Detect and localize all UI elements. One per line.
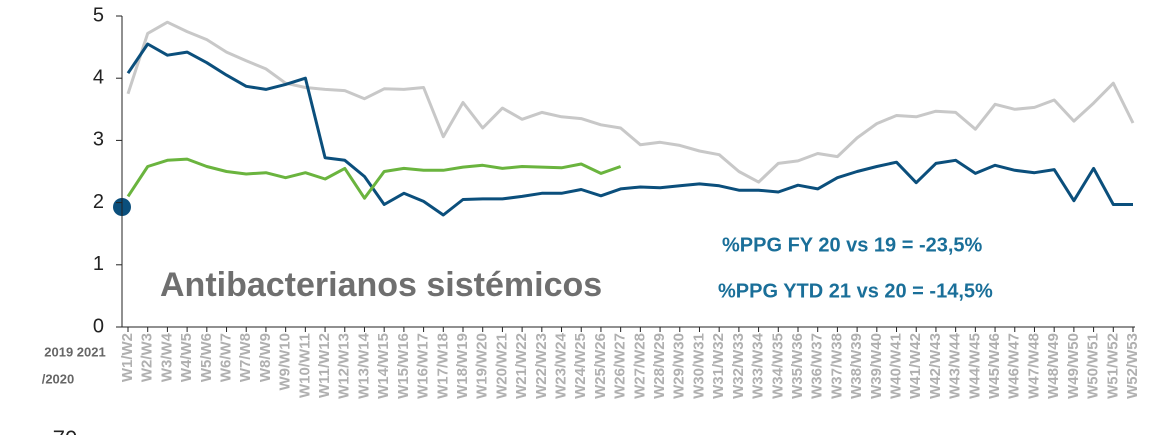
x-tick-label: W26/W27 <box>612 333 629 399</box>
x-tick-label: W29/W30 <box>671 333 688 399</box>
chart-title: Antibacterianos sistémicos <box>160 266 602 304</box>
line-series <box>126 42 1133 217</box>
x-tick-label: W31/W32 <box>710 333 727 399</box>
x-tick-label: W22/W23 <box>533 333 550 399</box>
x-tick-label: W2/W3 <box>139 333 156 382</box>
x-tick-label: W50/W51 <box>1085 333 1102 399</box>
x-tick-label: W44/W45 <box>966 333 983 399</box>
x-tick-label: W41/W42 <box>907 333 924 399</box>
x-tick-label: W42/W43 <box>927 333 944 399</box>
x-tick-label: W36/W37 <box>809 333 826 399</box>
x-tick-label: W13/W14 <box>355 332 372 399</box>
x-tick-label: W16/W17 <box>415 333 432 399</box>
x-tick-label: W33/W34 <box>750 332 767 399</box>
annotation: 70 <box>53 426 77 435</box>
x-tick-label: W7/W8 <box>237 333 254 382</box>
x-tick-label: W30/W31 <box>690 333 707 399</box>
x-tick-label: W37/W38 <box>828 333 845 399</box>
x-tick-label: W40/W41 <box>887 333 904 399</box>
x-tick-label: W12/W13 <box>336 333 353 399</box>
x-tick-label: W38/W39 <box>848 333 865 399</box>
x-tick-label: W14/W15 <box>375 333 392 399</box>
x-tick-label: W20/W21 <box>493 333 510 399</box>
x-tick-label: W24/W25 <box>572 333 589 399</box>
annotation: %PPG FY 20 vs 19 = -23,5% <box>722 234 983 256</box>
y-tick-label: 4 <box>93 66 104 88</box>
x-tick-label: W17/W18 <box>434 333 451 399</box>
x-tick-label: W51/W52 <box>1104 333 1121 399</box>
x-tick-label: W6/W7 <box>217 333 234 382</box>
y-tick-label: 2 <box>93 191 104 213</box>
x-tick-label: W9/W10 <box>277 333 294 391</box>
annotation: %PPG YTD 21 vs 20 = -14,5% <box>718 280 993 302</box>
annotation: /2020 <box>42 371 75 386</box>
x-tick-label: W28/W29 <box>651 333 668 399</box>
x-tick-label: W21/W22 <box>513 333 530 399</box>
x-tick-label: W23/W24 <box>552 332 569 399</box>
x-tick-label: W32/W33 <box>730 333 747 399</box>
y-tick-label: 1 <box>93 253 104 275</box>
x-tick-label: W15/W16 <box>395 333 412 399</box>
x-tick-label: W5/W6 <box>198 333 215 382</box>
x-tick-label: W4/W5 <box>178 333 195 382</box>
x-tick-label: W11/W12 <box>316 333 333 398</box>
x-tick-label: W45/W46 <box>986 333 1003 399</box>
annotation: 2019 2021 <box>44 344 105 359</box>
x-tick-label: W25/W26 <box>592 333 609 399</box>
x-tick-label: W34/W35 <box>769 333 786 399</box>
x-tick-label: W1/W2 <box>119 333 136 382</box>
x-tick-label: W8/W9 <box>257 333 274 382</box>
x-tick-label: W19/W20 <box>474 333 491 399</box>
x-tick-label: W43/W44 <box>947 332 964 399</box>
x-tick-label: W35/W36 <box>789 333 806 399</box>
x-tick-label: W52/W53 <box>1124 333 1141 399</box>
line-series <box>126 20 1135 184</box>
x-tick-label: W49/W50 <box>1065 333 1082 399</box>
x-tick-label: W46/W47 <box>1006 333 1023 399</box>
y-tick-label: 3 <box>93 129 104 151</box>
y-tick-label: 0 <box>93 315 104 337</box>
y-tick-label: 5 <box>93 4 104 26</box>
x-tick-label: W39/W40 <box>868 333 885 399</box>
x-tick-label: W10/W11 <box>296 333 313 398</box>
x-tick-label: W47/W48 <box>1025 333 1042 399</box>
x-tick-label: W27/W28 <box>631 333 648 399</box>
x-tick-label: W18/W19 <box>454 333 471 399</box>
line-series <box>126 157 622 200</box>
x-tick-label: W48/W49 <box>1045 333 1062 399</box>
x-tick-label: W3/W4 <box>158 332 175 382</box>
